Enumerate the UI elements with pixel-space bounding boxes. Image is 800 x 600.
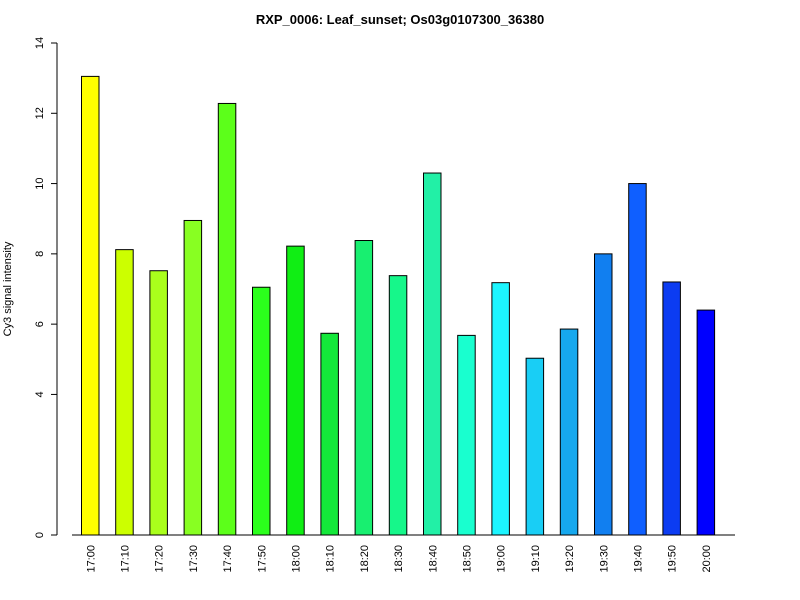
y-tick-label: 10 (34, 177, 46, 189)
bar-1950 (662, 281, 681, 536)
x-tick-label: 19:30 (598, 545, 610, 573)
x-tick-label: 18:00 (290, 545, 302, 573)
bar-1800 (286, 245, 305, 536)
x-tick-label: 19:00 (496, 545, 508, 573)
bar-1720 (149, 270, 168, 536)
bar-1820 (354, 240, 374, 536)
bar-1900 (491, 282, 510, 536)
bar-1700 (81, 75, 100, 536)
x-tick-label: 17:30 (188, 545, 200, 573)
x-tick-label: 18:10 (325, 545, 337, 573)
y-tick-label: 8 (34, 251, 46, 257)
bar-1830 (388, 275, 408, 536)
bar-1740 (217, 102, 237, 536)
y-tick-label: 14 (34, 37, 46, 49)
bar-1920 (559, 328, 579, 536)
bar-1850 (457, 334, 476, 536)
bar-1940 (628, 183, 647, 536)
bar-1930 (594, 253, 613, 536)
y-tick-label: 0 (34, 532, 46, 538)
x-tick-label: 18:30 (393, 545, 405, 573)
bars (81, 75, 716, 536)
bar-1730 (183, 219, 203, 536)
x-tick-label: 19:20 (564, 545, 576, 573)
x-tick-label: 18:40 (427, 545, 439, 573)
y-tick-label: 6 (34, 321, 46, 327)
y-tick-label: 4 (34, 391, 46, 397)
x-tick-label: 19:40 (632, 545, 644, 573)
bar-1910 (525, 357, 545, 536)
x-tick-label: 19:10 (530, 545, 542, 573)
x-axis-labels: 17:00 17:10 17:20 17:30 17:40 17:50 18:00 18:10… (85, 545, 713, 573)
x-tick-label: 17:20 (154, 545, 166, 573)
bar-1840 (423, 172, 442, 536)
x-tick-label: 17:50 (256, 545, 268, 573)
bar-1750 (252, 286, 271, 536)
x-tick-label: 17:40 (222, 545, 234, 573)
chart-title: RXP_0006: Leaf_sunset; Os03g0107300_3638… (255, 12, 545, 27)
bar-1810 (320, 332, 339, 536)
x-tick-label: 19:50 (667, 545, 679, 573)
x-tick-label: 18:20 (359, 545, 371, 573)
x-tick-label: 20:00 (701, 545, 713, 573)
x-tick-label: 17:00 (85, 545, 97, 573)
x-tick-label: 17:10 (119, 545, 131, 573)
bar-1710 (115, 249, 134, 536)
y-tick-label: 12 (34, 107, 46, 119)
x-tick-label: 18:50 (461, 545, 473, 573)
bar-2000 (696, 309, 716, 536)
